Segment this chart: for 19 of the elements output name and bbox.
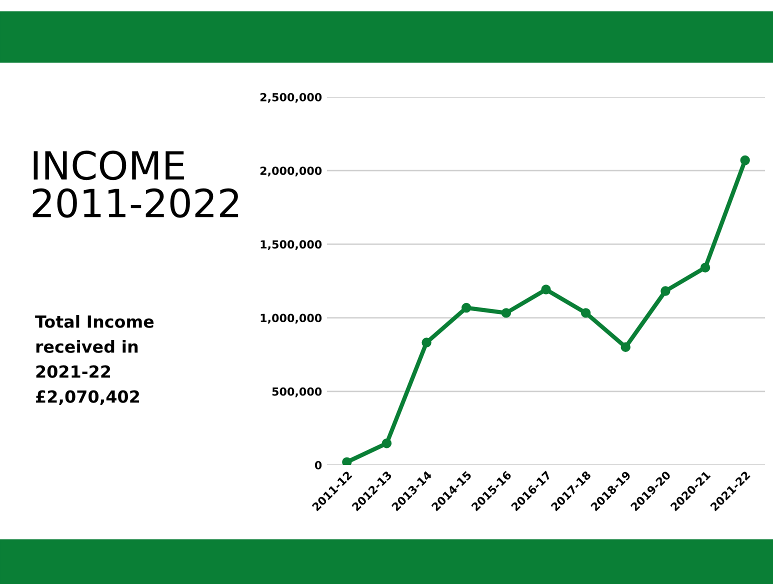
text: INCOME 2011-2022 — [32, 150, 238, 218]
y-tick-label: 2,500,000 — [260, 92, 322, 103]
y-tick-label: 0 — [314, 460, 322, 470]
y-tick-label: 1,000,000 — [260, 314, 322, 324]
y-tick-label: 2,000,000 — [260, 166, 322, 176]
point — [620, 342, 630, 352]
point — [541, 284, 551, 294]
text: Total Income received in 2021-22 £2,070,402 — [35, 315, 154, 406]
point — [342, 457, 352, 465]
point — [740, 155, 750, 166]
point — [422, 338, 432, 348]
point — [382, 438, 392, 448]
point — [580, 308, 591, 318]
point — [660, 286, 670, 296]
point — [501, 308, 512, 318]
point — [700, 262, 710, 272]
y-tick-label: 500,000 — [272, 387, 322, 398]
point — [462, 302, 472, 313]
y-tick-label: 1,500,000 — [260, 240, 322, 250]
